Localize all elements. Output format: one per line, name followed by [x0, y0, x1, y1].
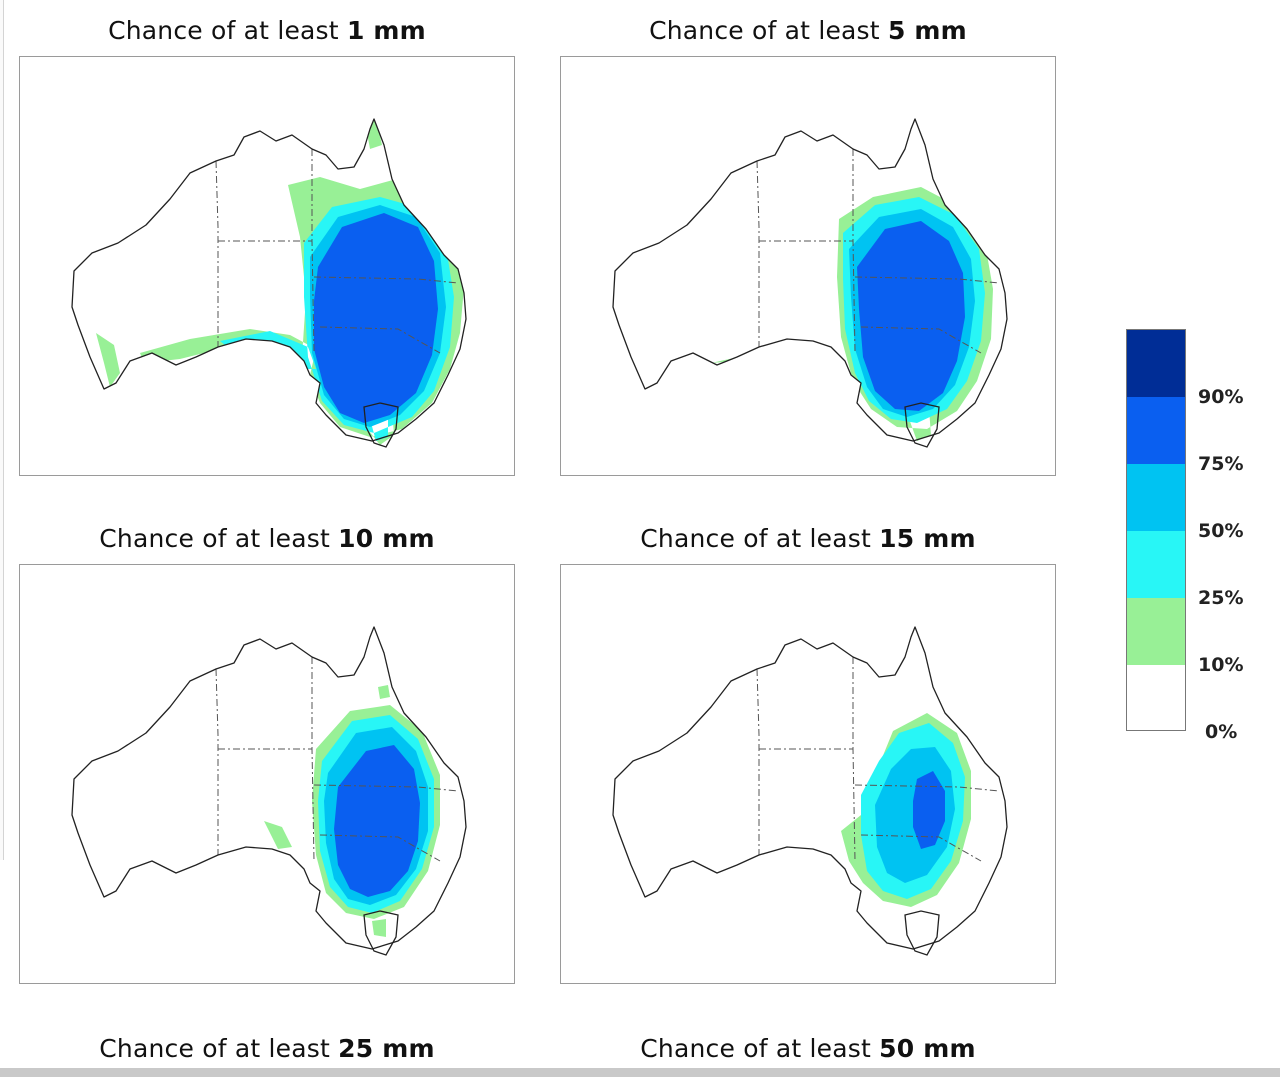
legend-swatch-50: [1127, 464, 1185, 531]
coastline: [71, 626, 467, 950]
legend-swatch-90: [1127, 330, 1185, 397]
panel-title-amount: 15 mm: [879, 524, 976, 553]
panel-title-10mm: Chance of at least 10 mm: [19, 524, 515, 553]
coastline: [71, 118, 467, 442]
tasmania-coastline: [904, 910, 940, 956]
panel-title-amount: 50 mm: [879, 1034, 976, 1063]
tasmania-coastline: [363, 910, 399, 956]
probability-band-75: [913, 771, 945, 849]
legend-swatch-10: [1127, 598, 1185, 665]
australia-map-15mm: [612, 626, 1008, 956]
probability-legend: [1126, 329, 1186, 731]
state-border: [311, 657, 315, 862]
state-border: [215, 160, 219, 347]
panel-title-25mm: Chance of at least 25 mm: [19, 1034, 515, 1063]
state-border: [854, 784, 1000, 792]
probability-bands: [96, 119, 464, 445]
state-border: [319, 834, 441, 862]
panel-title-prefix: Chance of at least: [108, 16, 347, 45]
legend-label-10: 10%: [1198, 654, 1244, 676]
map-panel-10mm: [19, 564, 515, 984]
panel-title-amount: 1 mm: [346, 16, 426, 45]
legend-label-50: 50%: [1198, 520, 1244, 542]
panel-title-amount: 10 mm: [338, 524, 435, 553]
australia-map-5mm: [612, 118, 1008, 448]
legend-swatch-0: [1127, 665, 1185, 730]
panel-title-prefix: Chance of at least: [640, 524, 880, 553]
probability-bands: [264, 685, 440, 937]
australia-map-1mm: [71, 118, 467, 448]
probability-band-75: [314, 213, 438, 423]
tasmania-coastline: [904, 402, 940, 448]
legend-label-90: 90%: [1198, 386, 1244, 408]
legend-label-75: 75%: [1198, 453, 1244, 475]
legend-label-25: 25%: [1198, 587, 1244, 609]
map-panel-1mm: [19, 56, 515, 476]
panel-title-prefix: Chance of at least: [640, 1034, 880, 1063]
map-panel-5mm: [560, 56, 1056, 476]
state-border: [311, 149, 315, 354]
panel-title-1mm: Chance of at least 1 mm: [19, 16, 515, 45]
state-border: [756, 160, 760, 347]
legend-swatch-25: [1127, 531, 1185, 598]
tasmania-coastline: [363, 402, 399, 448]
probability-bands: [841, 713, 971, 907]
panel-title-prefix: Chance of at least: [99, 524, 339, 553]
map-panel-15mm: [560, 564, 1056, 984]
legend-swatch-75: [1127, 397, 1185, 464]
panel-title-amount: 25 mm: [338, 1034, 435, 1063]
state-border: [215, 668, 219, 855]
state-border: [860, 326, 982, 354]
probability-band-75: [857, 221, 965, 411]
state-border: [319, 326, 441, 354]
australia-map-10mm: [71, 626, 467, 956]
panel-title-50mm: Chance of at least 50 mm: [560, 1034, 1056, 1063]
panel-title-15mm: Chance of at least 15 mm: [560, 524, 1056, 553]
window-left-edge: [0, 0, 4, 860]
probability-bands: [711, 187, 993, 441]
state-border: [860, 834, 982, 862]
state-border: [854, 276, 1000, 284]
panel-title-prefix: Chance of at least: [649, 16, 888, 45]
panel-title-amount: 5 mm: [887, 16, 967, 45]
state-border: [313, 784, 459, 792]
coastline: [612, 626, 1008, 950]
state-border: [756, 668, 760, 855]
horizontal-scrollbar[interactable]: [0, 1068, 1280, 1077]
panel-title-prefix: Chance of at least: [99, 1034, 339, 1063]
panel-title-5mm: Chance of at least 5 mm: [560, 16, 1056, 45]
probability-band-75: [334, 745, 420, 897]
legend-label-0: 0%: [1205, 721, 1238, 743]
coastline: [612, 118, 1008, 442]
state-border: [313, 276, 459, 284]
state-border: [852, 149, 856, 354]
state-border: [852, 657, 856, 862]
